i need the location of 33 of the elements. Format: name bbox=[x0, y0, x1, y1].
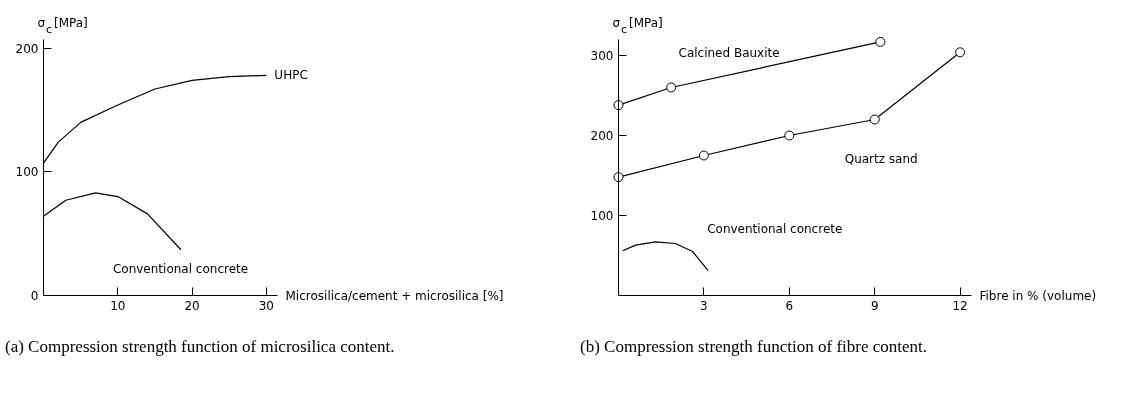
y-tick-label: 0 bbox=[30, 289, 39, 303]
x-tick-label: 30 bbox=[258, 298, 274, 313]
x-axis-title: Fibre in % (volume) bbox=[979, 288, 1097, 303]
text: (b) Compression strength function of fibre content. bbox=[580, 336, 928, 358]
series-label: UHPC bbox=[274, 68, 308, 83]
point bbox=[613, 100, 624, 111]
point bbox=[698, 150, 709, 161]
y-axis-title: σc [MPa] bbox=[37, 15, 88, 36]
y-axis-title: σc [MPa] bbox=[612, 15, 663, 36]
y-tick-label: 200 bbox=[15, 41, 39, 56]
text: (a) Compression strength function of microsilica content. bbox=[5, 336, 395, 358]
y-tick-label: 300 bbox=[590, 49, 614, 63]
x-tick-label: 3 bbox=[700, 298, 708, 313]
y-tick-label: 200 bbox=[590, 129, 614, 143]
x-tick-label: 9 bbox=[870, 298, 879, 313]
text: Quartz sand bbox=[844, 151, 918, 166]
point bbox=[875, 36, 886, 47]
series-label: Conventional concrete bbox=[112, 261, 249, 276]
line-series bbox=[622, 241, 709, 272]
x-tick-label: 12 bbox=[952, 298, 968, 313]
point bbox=[666, 82, 677, 93]
series-label: Calcined Bauxite bbox=[678, 46, 780, 61]
x-tick-label: 6 bbox=[785, 298, 794, 313]
point bbox=[613, 172, 624, 183]
point bbox=[955, 47, 966, 58]
x-tick-label: 20 bbox=[184, 298, 200, 313]
y-tick-label: 100 bbox=[15, 165, 39, 180]
y-tick-label: 100 bbox=[590, 209, 614, 223]
point bbox=[784, 130, 795, 141]
x-axis-title: Microsilica/cement + microsilica [%] bbox=[285, 288, 504, 303]
x-tick-label: 10 bbox=[110, 298, 126, 313]
series-label: Conventional concrete bbox=[707, 221, 843, 236]
point bbox=[869, 114, 880, 125]
